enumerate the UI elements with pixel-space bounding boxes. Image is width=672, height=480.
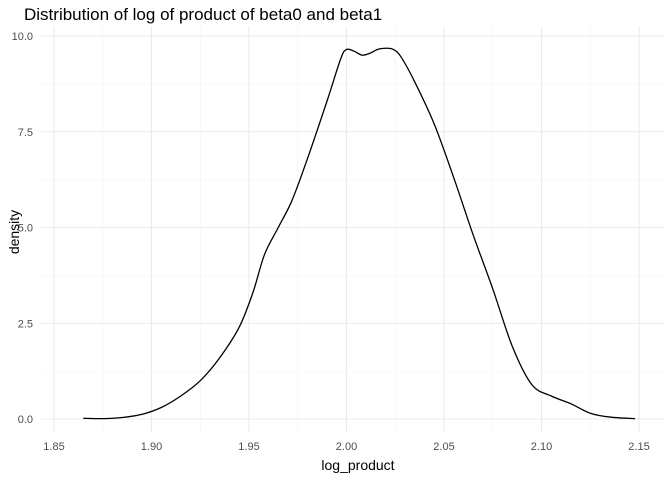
chart-title: Distribution of log of product of beta0 …	[24, 5, 382, 24]
y-tick-label: 7.5	[18, 127, 33, 139]
x-tick-label: 2.10	[531, 441, 552, 453]
y-axis-ticks: 0.0 2.5 5.0 7.5 10.0	[12, 31, 33, 426]
x-tick-label: 1.90	[141, 441, 162, 453]
y-axis-label: density	[6, 210, 22, 254]
y-tick-label: 5.0	[18, 223, 33, 235]
x-tick-label: 1.95	[238, 441, 259, 453]
x-tick-label: 1.85	[43, 441, 64, 453]
x-tick-label: 2.00	[336, 441, 357, 453]
y-tick-label: 0.0	[18, 414, 33, 426]
x-axis-ticks: 1.85 1.90 1.95 2.00 2.05 2.10 2.15	[43, 441, 649, 453]
x-tick-label: 2.15	[628, 441, 649, 453]
gridlines	[41, 26, 664, 432]
x-axis-label: log_product	[321, 457, 394, 473]
y-tick-label: 2.5	[18, 318, 33, 330]
x-tick-label: 2.05	[433, 441, 454, 453]
y-tick-label: 10.0	[12, 31, 33, 43]
density-line	[83, 47, 636, 420]
